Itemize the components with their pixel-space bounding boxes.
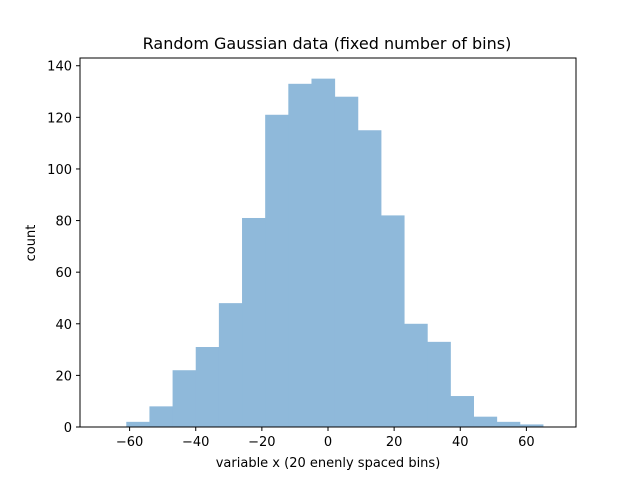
histogram-bar	[473, 416, 498, 427]
x-tick-label: −40	[182, 435, 209, 450]
x-axis-label: variable x (20 enenly spaced bins)	[216, 456, 441, 471]
histogram-bar	[265, 114, 289, 428]
histogram-bar	[334, 96, 359, 427]
histogram-bar	[288, 83, 312, 427]
histogram-bar	[519, 424, 544, 427]
chart-title: Random Gaussian data (fixed number of bi…	[143, 34, 512, 53]
x-tick-label: 60	[518, 435, 535, 450]
x-tick-label: −60	[116, 435, 143, 450]
histogram-bar	[427, 341, 451, 427]
x-tick-label: 20	[386, 435, 403, 450]
histogram-bar	[404, 323, 428, 427]
histogram-bar	[195, 347, 220, 427]
histogram-bar	[311, 78, 336, 427]
y-tick-label: 0	[64, 421, 72, 436]
x-tick-label: −20	[248, 435, 275, 450]
x-ticks: −60 −40 −20 0 20 40 60	[116, 427, 535, 450]
histogram-bar	[172, 370, 197, 427]
plot-frame	[79, 57, 577, 428]
histogram-bar	[242, 217, 266, 427]
histogram-bar	[496, 421, 521, 427]
histogram-bar	[357, 130, 382, 427]
histogram-bar	[380, 215, 405, 427]
y-tick-label: 100	[47, 163, 72, 178]
x-tick-label: 0	[324, 435, 332, 450]
histogram-bar	[450, 396, 474, 427]
y-tick-label: 20	[55, 369, 72, 384]
histogram-bar	[149, 406, 174, 427]
bars-group	[126, 78, 544, 428]
y-tick-label: 80	[55, 215, 72, 230]
y-tick-label: 40	[55, 318, 72, 333]
histogram-bar	[218, 303, 243, 427]
y-tick-label: 140	[47, 60, 72, 75]
y-tick-label: 60	[55, 266, 72, 281]
y-axis-label: count	[24, 225, 39, 262]
y-tick-label: 120	[47, 111, 72, 126]
histogram-bar	[126, 421, 150, 427]
x-tick-label: 40	[452, 435, 469, 450]
y-ticks: 0 20 40 60 80 100 120 140	[47, 60, 80, 436]
